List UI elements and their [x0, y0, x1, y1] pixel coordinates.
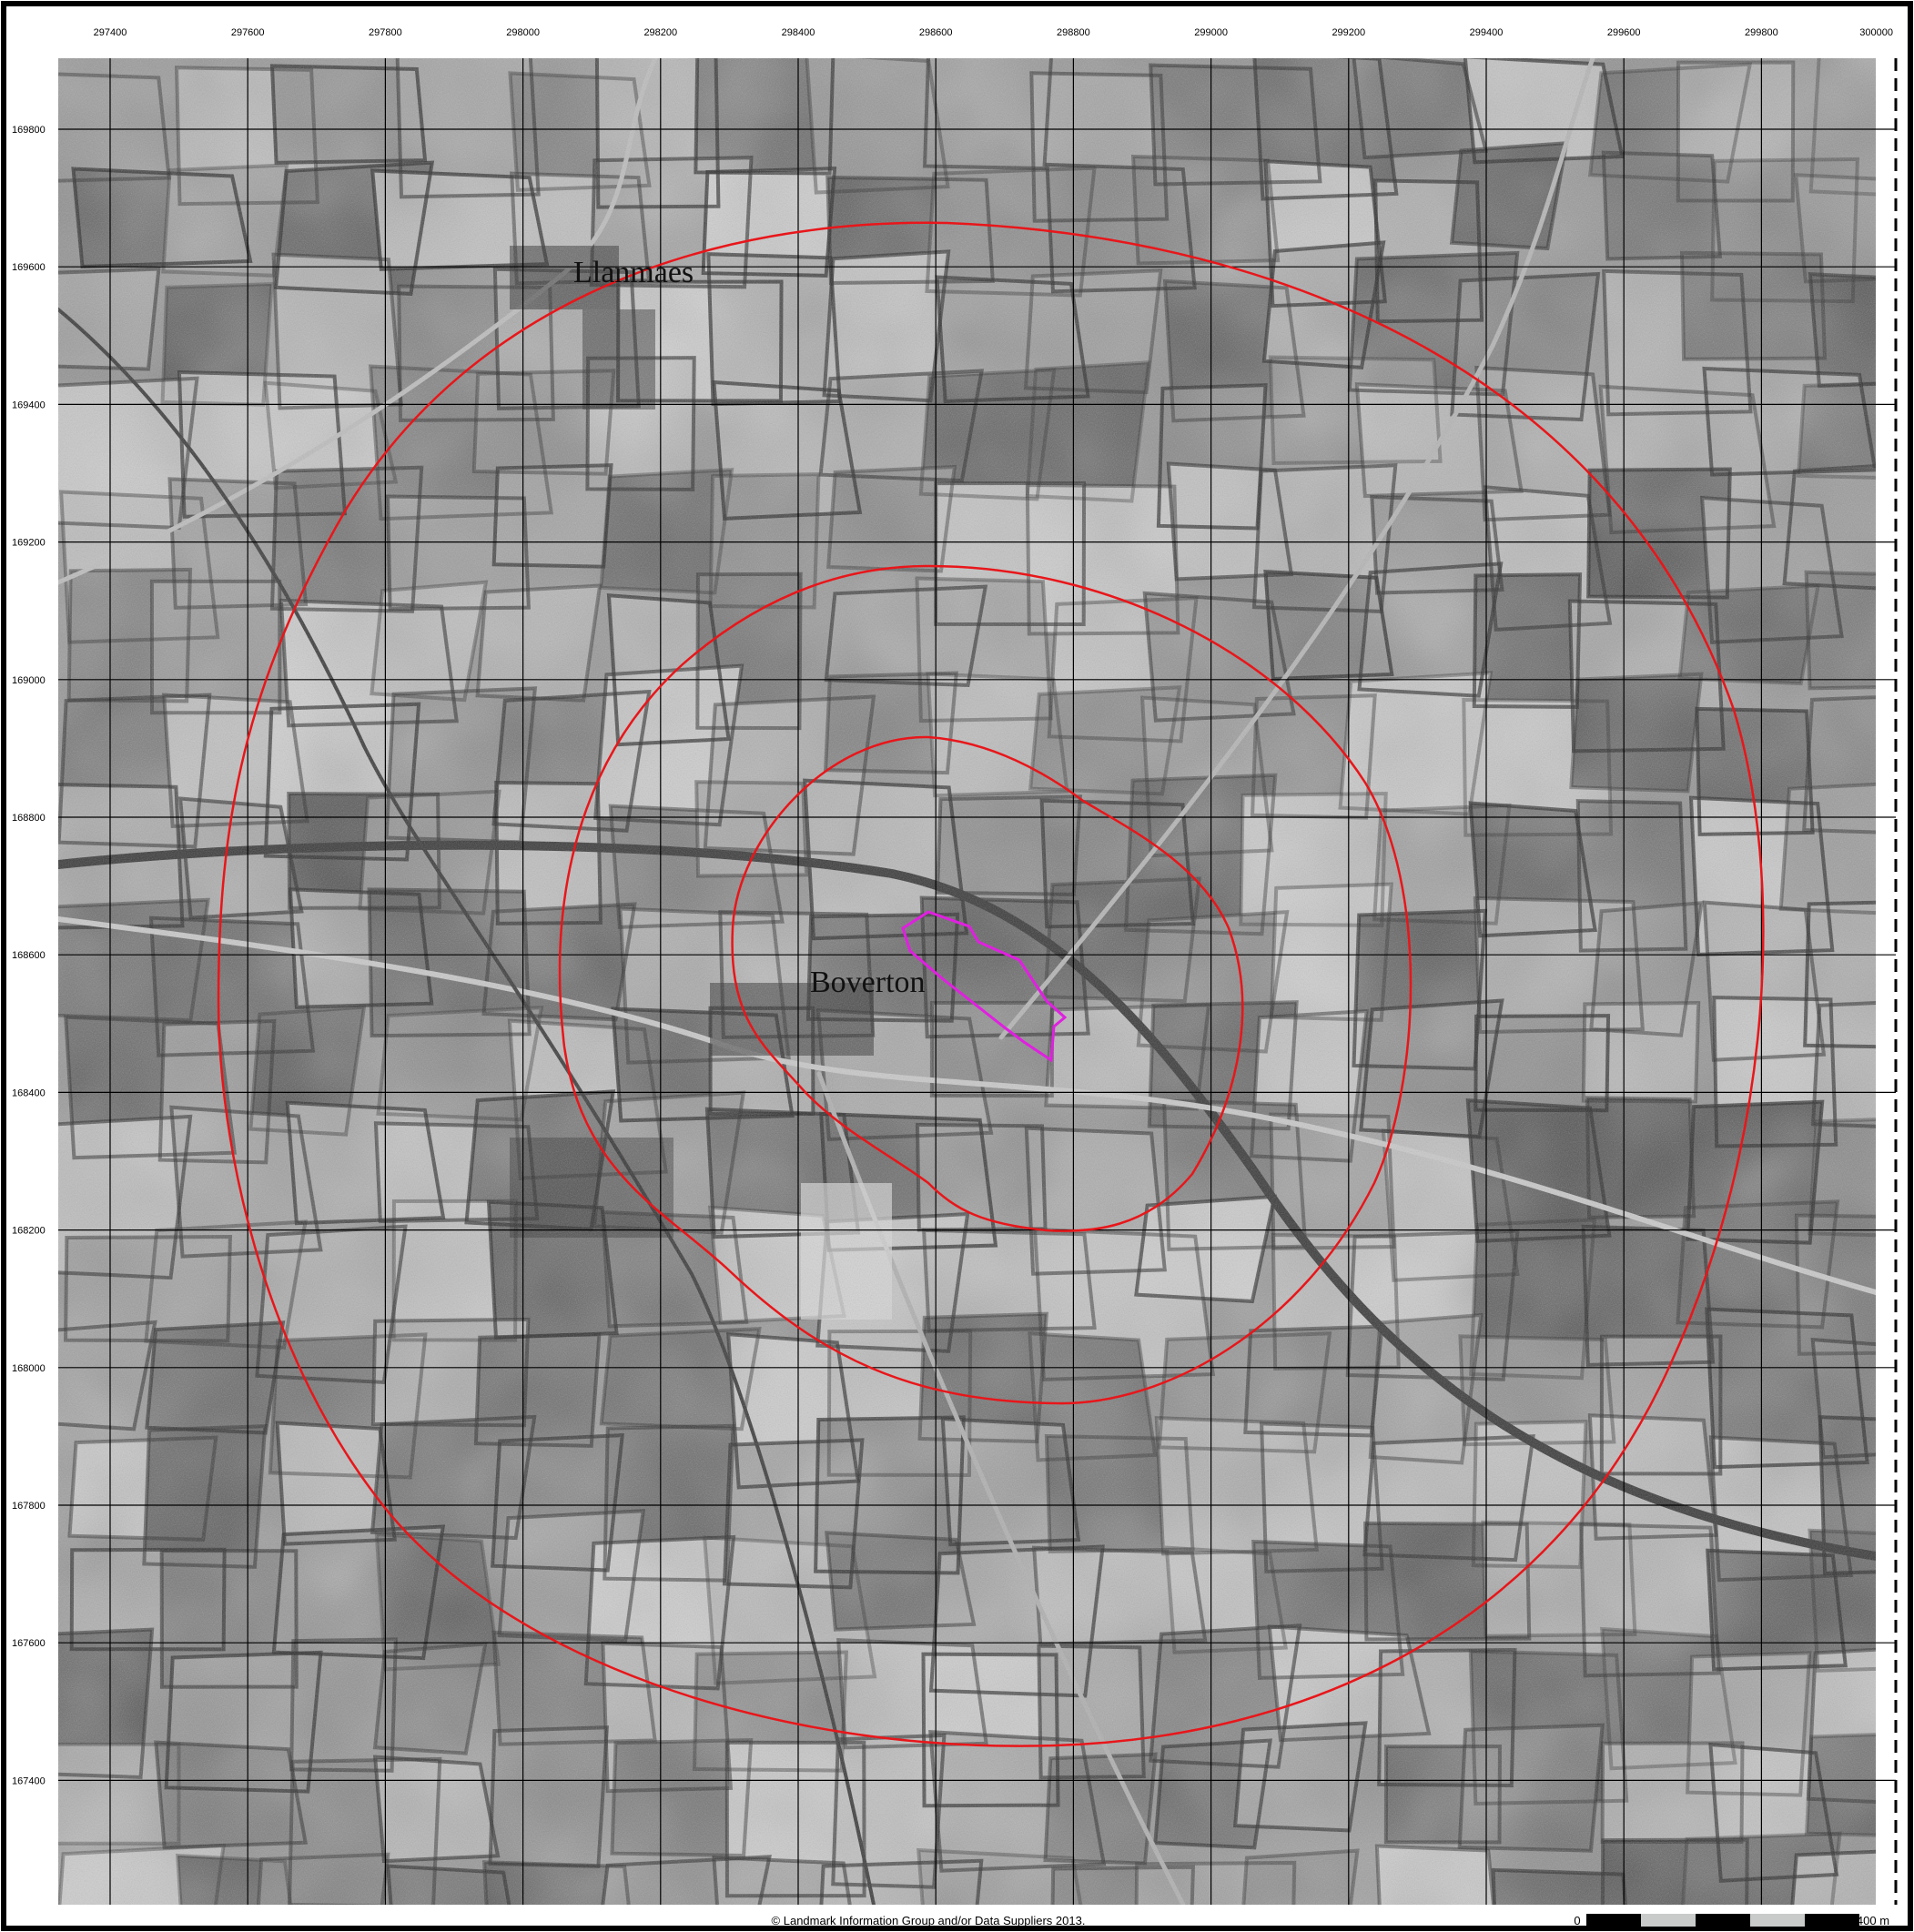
easting-tick-label: 297400: [94, 27, 127, 38]
buffer-ring-middle: [558, 564, 1413, 1405]
place-label-boverton: Boverton: [810, 966, 926, 999]
northing-tick-label: 167800: [12, 1501, 46, 1512]
grid-lines: [58, 58, 1896, 1905]
easting-tick-label: 298400: [782, 27, 815, 38]
easting-tick-label: 299400: [1470, 27, 1504, 38]
buffer-rings: [217, 221, 1765, 1747]
northing-tick-label: 168400: [12, 1087, 46, 1098]
buffer-ring-inner: [731, 735, 1244, 1232]
easting-tick-label: 300000: [1859, 27, 1893, 38]
copyright-notice: © Landmark Information Group and/or Data…: [772, 1914, 1086, 1927]
scale-bar-segment: [1586, 1914, 1641, 1927]
easting-tick-label: 299200: [1332, 27, 1365, 38]
easting-tick-label: 298600: [919, 27, 953, 38]
easting-tick-label: 297800: [369, 27, 402, 38]
northing-tick-label: 167600: [12, 1638, 46, 1649]
easting-tick-label: 299000: [1194, 27, 1228, 38]
easting-tick-label: 298000: [506, 27, 540, 38]
scale-bar-segment: [1805, 1914, 1859, 1927]
easting-labels: 297400 297600 297800 298000 298200 298400 2986…: [94, 27, 1893, 38]
scale-bar: 0 400 m: [1574, 1914, 1889, 1927]
northing-tick-label: 169600: [12, 262, 46, 273]
northing-tick-label: 168600: [12, 950, 46, 961]
northing-tick-label: 168200: [12, 1226, 46, 1237]
scale-bar-segment: [1696, 1914, 1750, 1927]
scale-bar-start-label: 0: [1574, 1914, 1580, 1927]
northing-tick-label: 168800: [12, 813, 46, 824]
northing-tick-label: 169200: [12, 538, 46, 549]
northing-tick-label: 169000: [12, 675, 46, 686]
place-label-llanmaes: Llanmaes: [573, 256, 694, 289]
scale-bar-segment: [1641, 1914, 1696, 1927]
easting-tick-label: 297600: [231, 27, 265, 38]
site-boundary: [901, 910, 1068, 1063]
easting-tick-label: 299600: [1607, 27, 1641, 38]
easting-tick-label: 298800: [1057, 27, 1090, 38]
northing-tick-label: 168000: [12, 1363, 46, 1374]
scale-bar-end-label: 400 m: [1857, 1914, 1889, 1927]
northing-tick-label: 169800: [12, 125, 46, 136]
easting-tick-label: 298200: [643, 27, 677, 38]
aerial-photo: [58, 58, 1876, 1905]
scale-bar-segment: [1750, 1914, 1805, 1927]
northing-tick-label: 167400: [12, 1775, 46, 1786]
easting-tick-label: 299800: [1745, 27, 1778, 38]
northing-tick-label: 169400: [12, 400, 46, 410]
northing-labels: 169800 169600 169400 169200 169000 168800 1686…: [12, 125, 46, 1786]
buffer-ring-outer: [217, 221, 1765, 1747]
